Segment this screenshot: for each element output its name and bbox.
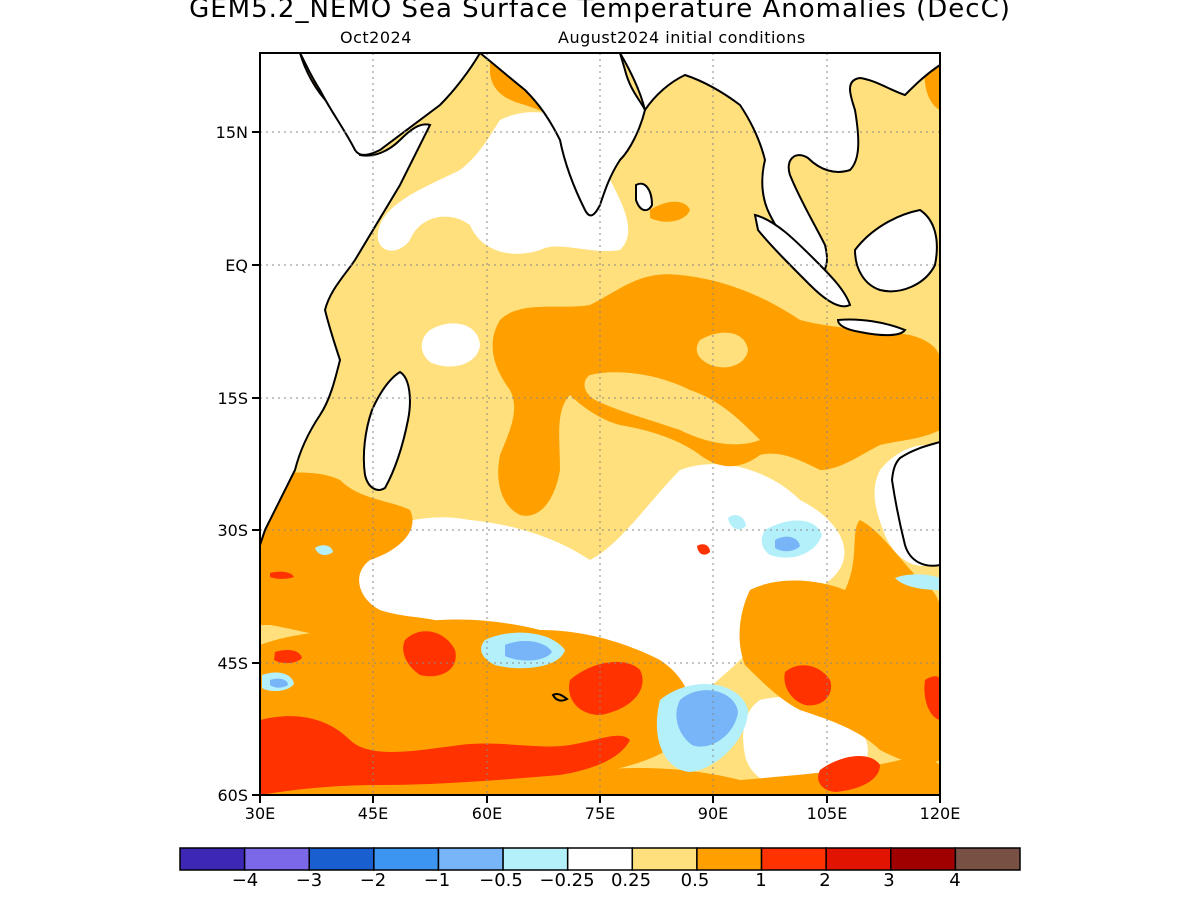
lon-label-45e: 45E xyxy=(357,804,389,823)
colorbar-swatch xyxy=(308,847,375,871)
land-kerguelen xyxy=(551,692,569,702)
zone-neutral-hole-2 xyxy=(584,372,760,445)
colorbar-swatch xyxy=(373,847,440,871)
lon-label-105e: 105E xyxy=(806,804,848,823)
zone-hot-south-5 xyxy=(818,755,880,792)
colorbar-swatch xyxy=(631,847,698,871)
zone-warm-southwest xyxy=(260,472,460,641)
zone-cool-6 xyxy=(315,545,333,556)
colorbar-label: −0.5 xyxy=(479,870,523,891)
lat-label-15s: 15S xyxy=(217,389,248,408)
lon-label-60e: 60E xyxy=(471,804,503,823)
zone-hot-west-1 xyxy=(274,650,302,664)
colorbar-swatch xyxy=(825,847,892,871)
colorbar xyxy=(179,847,1021,871)
colorbar-swatch xyxy=(243,847,310,871)
zone-hot-west-2 xyxy=(270,571,294,579)
land-sumatra xyxy=(753,213,852,308)
grid-lines xyxy=(260,53,940,795)
colorbar-swatch xyxy=(890,847,957,871)
zone-hot-south-1 xyxy=(403,631,456,677)
zone-hot-south-2 xyxy=(569,661,643,715)
map-title: GEM5.2_NEMO Sea Surface Temperature Anom… xyxy=(189,0,1011,24)
zone-cool-4-core xyxy=(270,678,288,688)
zone-cool-7 xyxy=(895,574,940,590)
zone-neutral-hole-1 xyxy=(696,332,748,368)
zone-neutral-pocket-1 xyxy=(421,323,480,367)
colorbar-label: 4 xyxy=(949,870,961,891)
colorbar-label: 2 xyxy=(819,870,831,891)
colorbar-swatch xyxy=(760,847,827,871)
lat-label-eq: EQ xyxy=(225,256,248,275)
zone-cool-2-core xyxy=(676,690,738,747)
zone-warm-bay-of-bengal xyxy=(650,201,690,222)
zone-cool-1-core xyxy=(505,640,552,661)
colorbar-swatch xyxy=(696,847,763,871)
zone-warm-subtropical-east xyxy=(820,344,870,376)
zone-hot-south-4 xyxy=(784,665,832,706)
colorbar-label: 0.5 xyxy=(680,870,710,891)
colorbar-label: −0.25 xyxy=(539,870,595,891)
lon-label-30e: 30E xyxy=(244,804,276,823)
lat-label-15n: 15N xyxy=(215,123,248,142)
colorbar-label: −2 xyxy=(359,870,387,891)
colorbar-label: 1 xyxy=(755,870,767,891)
colorbar-swatch xyxy=(566,847,634,871)
colorbar-label: 0.25 xyxy=(610,870,652,891)
land-arabia xyxy=(298,53,482,156)
initial-conditions: August2024 initial conditions xyxy=(558,28,806,47)
zone-hot-east-edge xyxy=(924,676,940,720)
zone-warm-southern-band xyxy=(260,619,691,775)
zone-warm-central xyxy=(492,274,940,516)
colorbar-swatch xyxy=(179,847,246,871)
lon-label-90e: 90E xyxy=(697,804,729,823)
colorbar-swatch xyxy=(502,847,569,871)
anomaly-field xyxy=(260,53,940,795)
lat-label-30s: 30S xyxy=(217,521,248,540)
land-australia xyxy=(890,440,940,567)
zone-cool-5 xyxy=(728,515,746,530)
colorbar-label: −3 xyxy=(295,870,323,891)
lon-label-75e: 75E xyxy=(584,804,616,823)
colorbar-swatch xyxy=(954,847,1021,871)
land-java xyxy=(836,318,907,337)
zone-hot-south-3 xyxy=(260,716,630,795)
colorbar-label: −1 xyxy=(423,870,451,891)
colorbar-label: −4 xyxy=(231,870,259,891)
tick-marks xyxy=(252,131,941,803)
zone-warm-east xyxy=(739,520,940,765)
zone-hot-point xyxy=(697,544,710,555)
forecast-month: Oct2024 xyxy=(340,28,412,47)
land-sri-lanka xyxy=(635,182,654,212)
colorbar-swatch xyxy=(437,847,504,871)
lat-label-60s: 60S xyxy=(217,786,248,805)
lat-label-45s: 45S xyxy=(217,654,248,673)
zone-cool-3-core xyxy=(775,536,800,552)
colorbar-label: 3 xyxy=(883,870,895,891)
lon-label-120e: 120E xyxy=(919,804,961,823)
land-southeast-asia xyxy=(618,53,940,275)
land-borneo xyxy=(853,208,938,293)
